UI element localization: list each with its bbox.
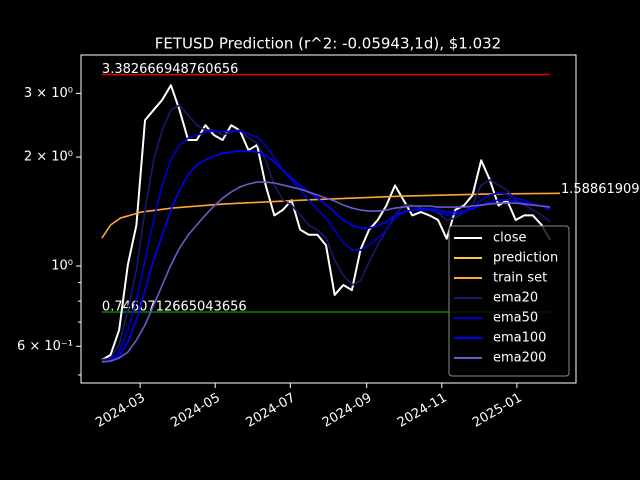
y-tick-label: 6 × 10⁻¹ bbox=[17, 339, 73, 354]
series-line bbox=[101, 150, 551, 363]
series-line bbox=[101, 181, 551, 363]
chart-title: FETUSD Prediction (r^2: -0.05943,1d), $1… bbox=[155, 35, 501, 53]
hline-label: 3.382666948760656 bbox=[102, 62, 238, 77]
y-tick-label: 3 × 10⁰ bbox=[24, 86, 73, 101]
series-line bbox=[101, 104, 551, 361]
series-line bbox=[101, 192, 560, 239]
legend-label: close bbox=[493, 231, 526, 246]
data-label: 1.588619090 bbox=[561, 182, 640, 197]
hline-label: 0.7460712665043656 bbox=[102, 300, 247, 315]
y-tick-label: 2 × 10⁰ bbox=[24, 150, 73, 165]
y-tick-label: 10⁰ bbox=[51, 259, 73, 274]
legend-label: prediction bbox=[493, 251, 558, 266]
legend-label: ema200 bbox=[493, 351, 546, 366]
legend-label: ema50 bbox=[493, 311, 538, 326]
series-line bbox=[101, 84, 552, 361]
legend-label: ema20 bbox=[493, 291, 538, 306]
axes-frame bbox=[80, 54, 577, 384]
legend-label: train set bbox=[493, 271, 547, 286]
legend-label: ema100 bbox=[493, 331, 546, 346]
